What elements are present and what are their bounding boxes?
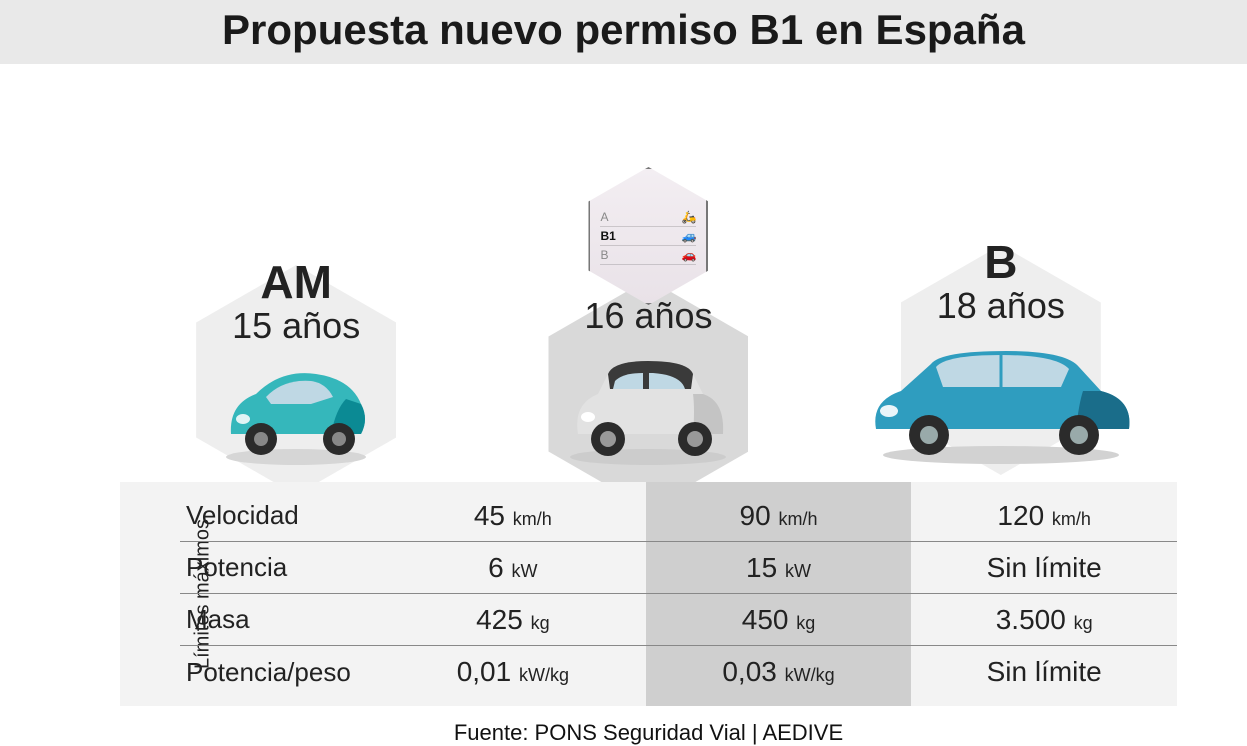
row-label-velocidad: Velocidad: [180, 500, 380, 531]
cell: 45 km/h: [380, 500, 646, 532]
cell-value: Sin límite: [987, 552, 1102, 583]
license-columns: AM 15 años A 🛵: [120, 84, 1177, 474]
page-title: Propuesta nuevo permiso B1 en España: [0, 6, 1247, 54]
cell-unit: kg: [1074, 613, 1093, 633]
car-icon: 🚗: [682, 248, 697, 262]
badge-row: B 🚗: [600, 246, 696, 265]
badge-row-label: A: [600, 210, 608, 224]
cell-unit: kg: [531, 613, 550, 633]
cell-value: 6: [488, 552, 504, 583]
cell: 90 km/h: [646, 500, 912, 532]
moped-icon: 🛵: [682, 210, 697, 224]
cell-value: 15: [746, 552, 777, 583]
row-label-potencia: Potencia: [180, 552, 380, 583]
badge-row-label: B: [600, 248, 608, 262]
license-badge: A 🛵 B1 🚙 B 🚗: [588, 167, 708, 305]
license-col-b1: A 🛵 B1 🚙 B 🚗 16 años: [518, 159, 778, 474]
license-col-am: AM 15 años: [166, 145, 426, 474]
badge-row-active: B1 🚙: [600, 227, 696, 246]
table-row: Potencia 6 kW 15 kW Sin límite: [180, 542, 1177, 594]
source-line: Fuente: PONS Seguridad Vial | AEDIVE: [120, 720, 1177, 746]
row-label-potencia-peso: Potencia/peso: [180, 657, 380, 688]
main-content: AM 15 años A 🛵: [0, 64, 1247, 746]
cell-unit: km/h: [1052, 509, 1091, 529]
quad-icon: 🚙: [682, 229, 697, 243]
cell: Sin límite: [911, 552, 1177, 584]
sedan-icon: [861, 329, 1141, 469]
cell-value: Sin límite: [987, 656, 1102, 687]
cell-value: 45: [474, 500, 505, 531]
cell-value: 0,01: [457, 656, 512, 687]
small-car-icon: [211, 349, 381, 469]
cell-unit: kW/kg: [519, 665, 569, 685]
table-row: Masa 425 kg 450 kg 3.500 kg: [180, 594, 1177, 646]
table-row: Potencia/peso 0,01 kW/kg 0,03 kW/kg Sin …: [180, 646, 1177, 698]
cell-value: 425: [476, 604, 523, 635]
cell: 450 kg: [646, 604, 912, 636]
badge-row: A 🛵: [600, 208, 696, 227]
limits-table: Límites máximos Velocidad 45 km/h 90 km/…: [120, 482, 1177, 706]
cell: 15 kW: [646, 552, 912, 584]
cell-value: 90: [740, 500, 771, 531]
cell-unit: kg: [796, 613, 815, 633]
cell-value: 3.500: [996, 604, 1066, 635]
cell-unit: kW/kg: [785, 665, 835, 685]
license-code-b: B: [984, 235, 1017, 289]
license-code-am: AM: [260, 255, 332, 309]
microcar-icon: [553, 339, 743, 469]
cell-unit: kW: [785, 561, 811, 581]
car-b: [861, 329, 1141, 474]
license-col-b: B 18 años: [871, 125, 1131, 474]
cell: 120 km/h: [911, 500, 1177, 532]
cell-unit: km/h: [513, 509, 552, 529]
cell: 0,03 kW/kg: [646, 656, 912, 688]
cell-value: 120: [997, 500, 1044, 531]
row-label-masa: Masa: [180, 604, 380, 635]
license-age-am: 15 años: [232, 305, 360, 347]
cell-value: 0,03: [722, 656, 777, 687]
cell: 425 kg: [380, 604, 646, 636]
cell: 0,01 kW/kg: [380, 656, 646, 688]
cell: 6 kW: [380, 552, 646, 584]
cell-value: 450: [742, 604, 789, 635]
cell-unit: km/h: [778, 509, 817, 529]
license-age-b: 18 años: [937, 285, 1065, 327]
badge-row-label: B1: [600, 229, 615, 243]
car-am: [211, 349, 381, 474]
title-bar: Propuesta nuevo permiso B1 en España: [0, 0, 1247, 64]
cell: Sin límite: [911, 656, 1177, 688]
cell: 3.500 kg: [911, 604, 1177, 636]
car-b1: [553, 339, 743, 474]
table-row: Velocidad 45 km/h 90 km/h 120 km/h: [180, 490, 1177, 542]
cell-unit: kW: [512, 561, 538, 581]
